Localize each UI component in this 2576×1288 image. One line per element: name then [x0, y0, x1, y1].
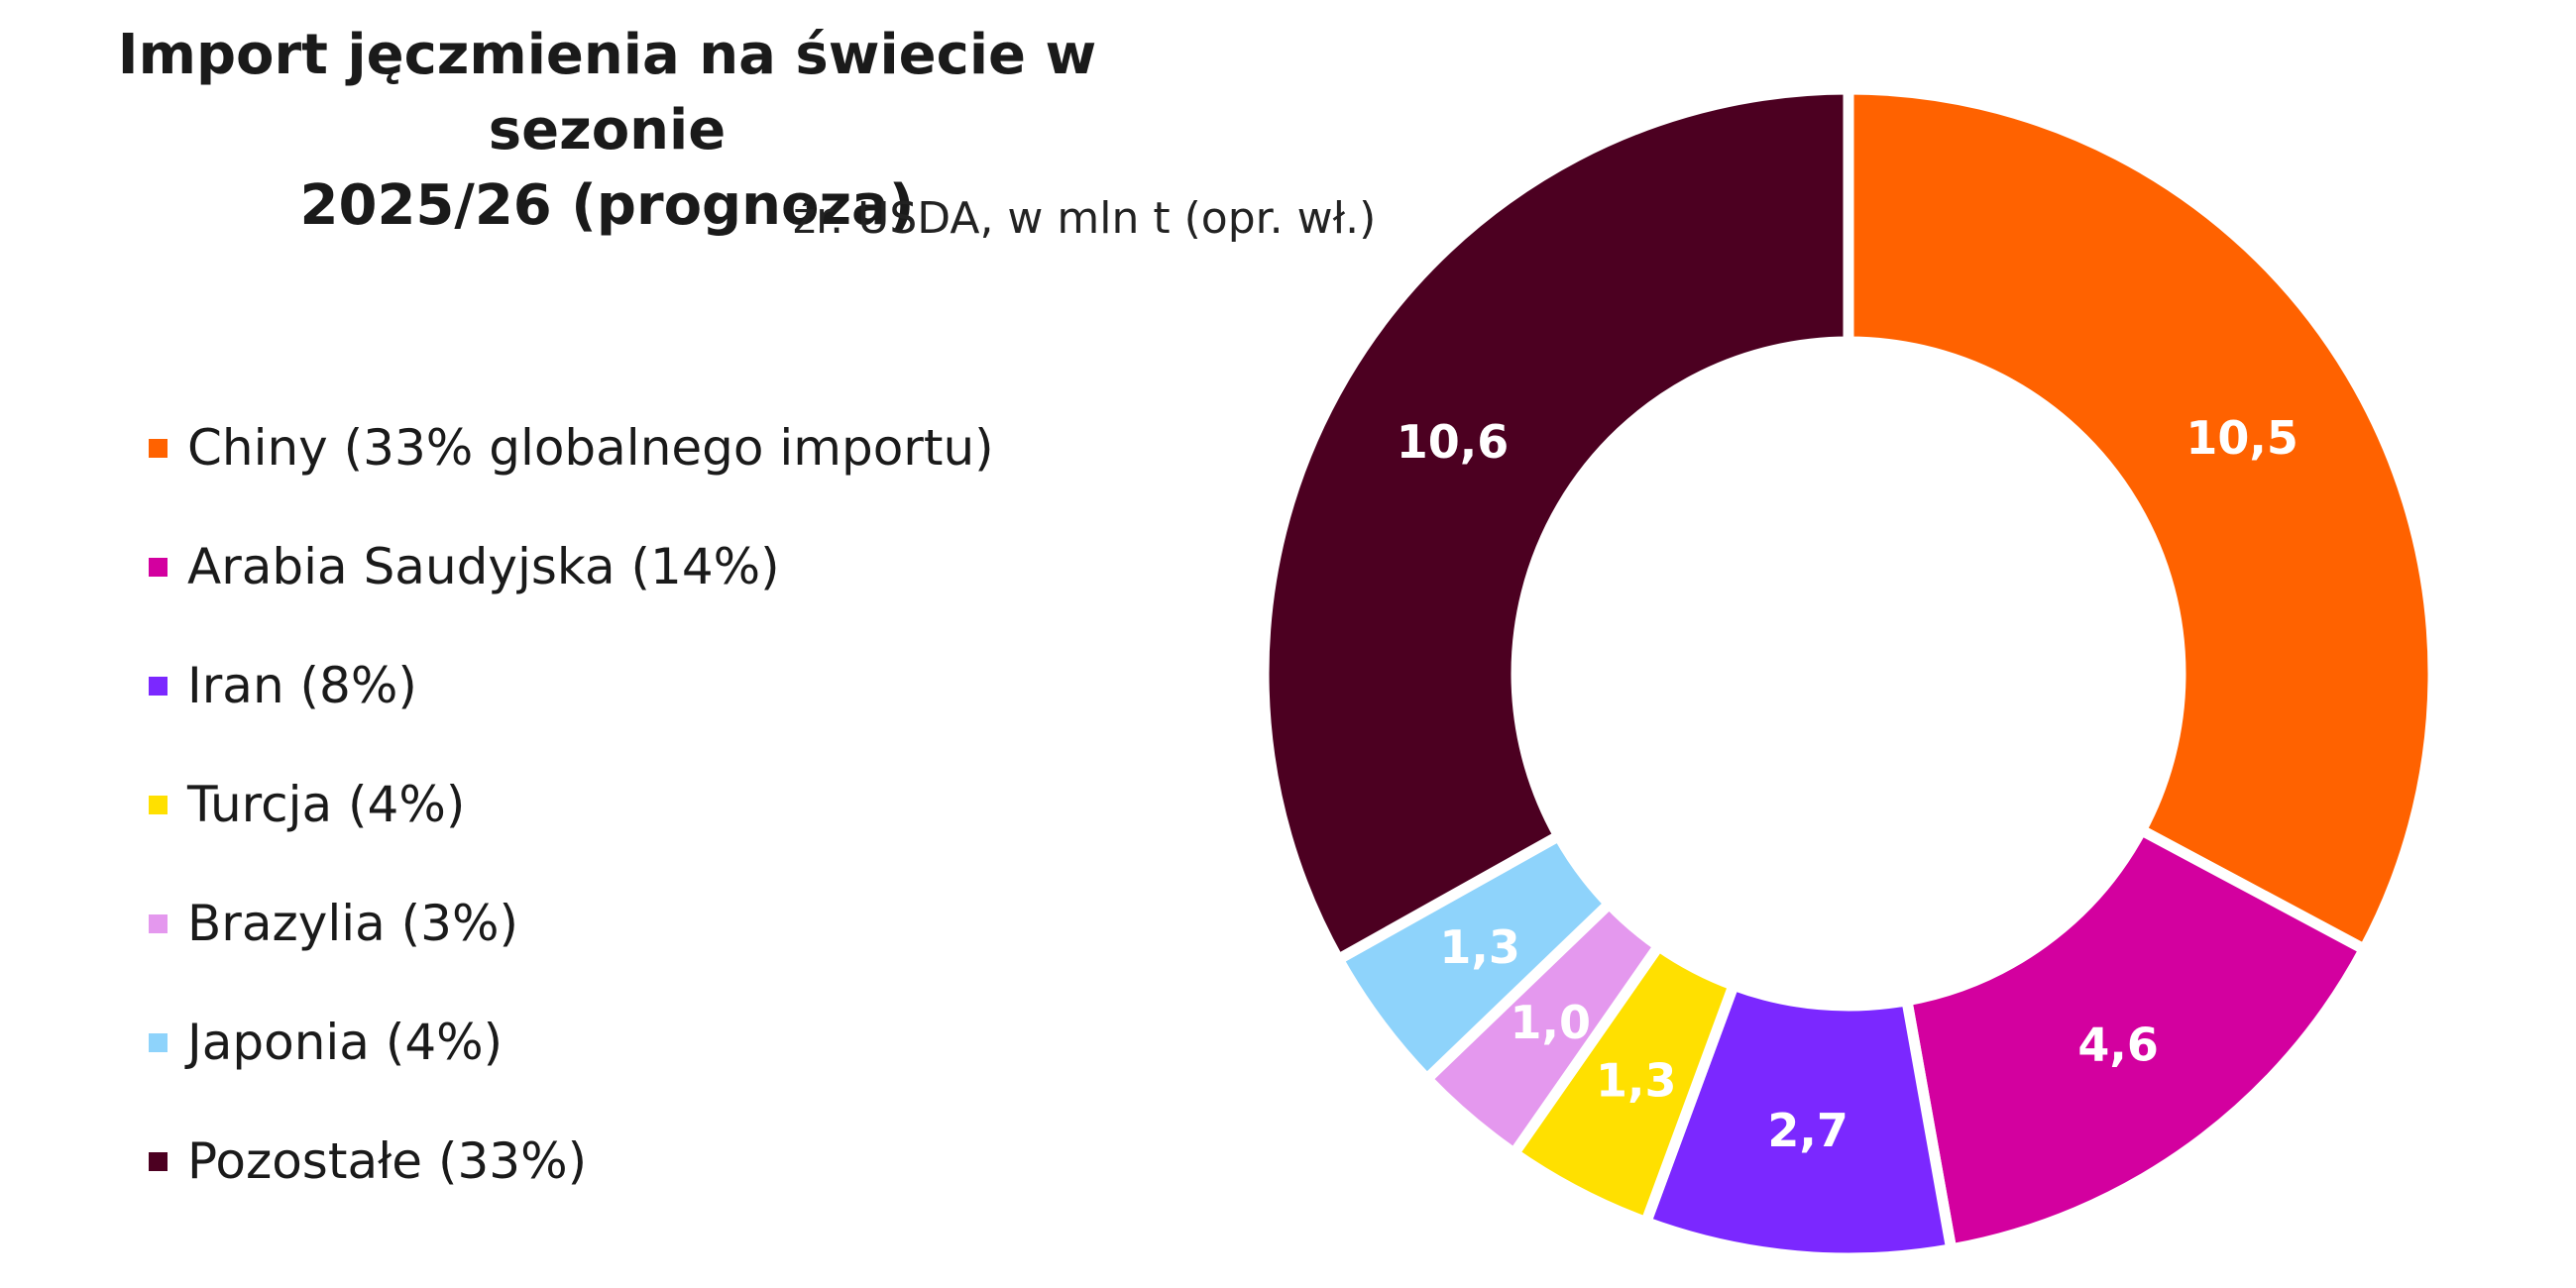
- legend: Chiny (33% globalnego importu) Arabia Sau…: [149, 388, 1041, 1221]
- data-label: 10,6: [1397, 415, 1510, 469]
- legend-item: Brazylia (3%): [149, 864, 1041, 983]
- data-label: 1,3: [1596, 1053, 1677, 1107]
- legend-item: Chiny (33% globalnego importu): [149, 388, 1041, 507]
- donut-data-labels: 10,54,62,71,31,01,310,6: [1397, 411, 2298, 1157]
- chart-title: Import jęczmienia na świecie w sezonie 2…: [0, 18, 1214, 244]
- legend-item: Pozostałe (33%): [149, 1102, 1041, 1221]
- legend-label: Brazylia (3%): [187, 895, 518, 952]
- legend-label: Iran (8%): [187, 657, 417, 714]
- legend-swatch: [149, 438, 168, 458]
- legend-label: Arabia Saudyjska (14%): [187, 538, 780, 595]
- legend-label: Japonia (4%): [187, 1014, 504, 1071]
- legend-swatch: [149, 1151, 168, 1171]
- chart-title-line-1: Import jęczmienia na świecie w sezonie: [117, 23, 1097, 162]
- legend-label: Chiny (33% globalnego importu): [187, 419, 994, 477]
- data-label: 4,6: [2077, 1019, 2159, 1072]
- legend-swatch: [149, 1032, 168, 1052]
- legend-swatch: [149, 676, 168, 696]
- legend-swatch: [149, 557, 168, 577]
- data-label: 1,0: [1511, 996, 1592, 1049]
- donut-slice: [1258, 83, 1854, 967]
- legend-item: Arabia Saudyjska (14%): [149, 507, 1041, 626]
- legend-label: Pozostałe (33%): [187, 1132, 588, 1190]
- legend-item: Iran (8%): [149, 626, 1041, 745]
- chart-title-line-2: 2025/26 (prognoza): [299, 173, 915, 238]
- legend-item: Turcja (4%): [149, 745, 1041, 864]
- data-label: 10,5: [2185, 411, 2298, 465]
- legend-swatch: [149, 913, 168, 933]
- legend-item: Japonia (4%): [149, 983, 1041, 1102]
- donut-slices: [1258, 83, 2439, 1264]
- legend-label: Turcja (4%): [187, 776, 466, 833]
- chart-subtitle: źr. USDA, w mln t (opr. wł.): [793, 193, 1377, 244]
- data-label: 1,3: [1439, 920, 1520, 974]
- legend-swatch: [149, 795, 168, 814]
- donut-slice: [1900, 822, 2372, 1256]
- donut-slice: [1843, 83, 2439, 957]
- data-label: 2,7: [1767, 1104, 1848, 1157]
